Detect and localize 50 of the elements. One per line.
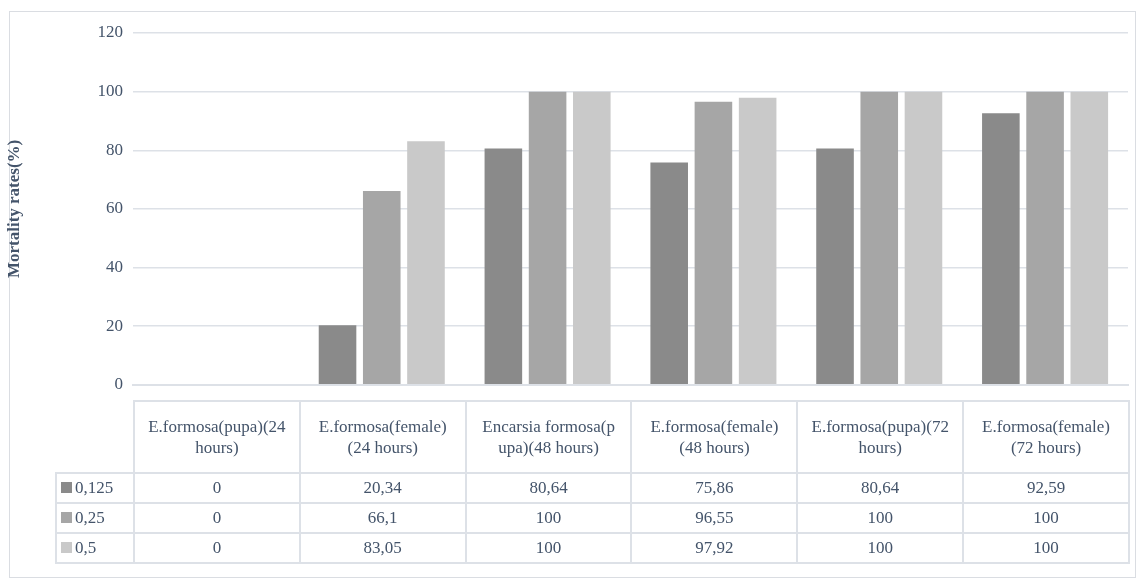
data-label: 92,59: [963, 473, 1129, 503]
data-label: 75,86: [631, 473, 798, 503]
bar: [694, 101, 733, 385]
bar: [1026, 91, 1064, 385]
data-label: 66,1: [299, 503, 466, 533]
y-tick-label: 40: [106, 257, 123, 276]
x-tick-label: E.formosa(female)(24 hours): [299, 401, 466, 473]
data-label: 100: [465, 503, 632, 533]
y-tick-label: 100: [97, 81, 123, 101]
data-label: 100: [465, 533, 632, 563]
data-label: 0: [134, 533, 300, 563]
data-label: 80,64: [797, 473, 964, 503]
data-label: 80,64: [465, 473, 632, 503]
bar: [407, 141, 445, 385]
y-axis-title: Mortality rates(%): [3, 139, 23, 279]
data-label: 97,92: [631, 533, 798, 563]
y-tick-label: 60: [106, 198, 123, 218]
bar: [318, 325, 357, 385]
data-label: 100: [797, 503, 964, 533]
bar: [816, 148, 854, 385]
data-label: 83,05: [299, 533, 466, 563]
y-tick-label: 20: [106, 315, 123, 335]
x-tick-label: E.formosa(female)(48 hours): [631, 401, 798, 473]
bar: [738, 97, 777, 385]
data-label: 100: [963, 533, 1129, 563]
x-tick-label: E.formosa(pupa)(72 hours): [797, 401, 964, 473]
bar: [904, 91, 943, 385]
data-label: 0: [134, 473, 300, 503]
x-tick-label: Encarsia formosa(pupa)(48 hours): [465, 401, 632, 473]
data-label: 100: [797, 533, 964, 563]
bar: [982, 113, 1020, 385]
bar: [650, 162, 688, 385]
y-tick-label: 0: [114, 374, 123, 394]
data-label: 96,55: [631, 503, 798, 533]
data-label: 0: [134, 503, 300, 533]
x-tick-label: E.formosa(female)(72 hours): [963, 401, 1129, 473]
bar: [528, 91, 567, 385]
data-label: 20,34: [299, 473, 466, 503]
y-tick-label: 120: [97, 22, 123, 42]
bar: [573, 91, 611, 385]
x-tick-label: E.formosa(pupa)(24 hours): [134, 401, 300, 473]
bar: [484, 148, 523, 385]
data-label: 100: [963, 503, 1129, 533]
bar: [1070, 91, 1109, 385]
bar: [362, 191, 401, 385]
legend-label: 0,5: [56, 533, 134, 563]
legend-label: 0,125: [56, 473, 134, 503]
bar: [860, 91, 899, 385]
legend-label: 0,25: [56, 503, 134, 533]
y-tick-label: 80: [106, 139, 123, 159]
